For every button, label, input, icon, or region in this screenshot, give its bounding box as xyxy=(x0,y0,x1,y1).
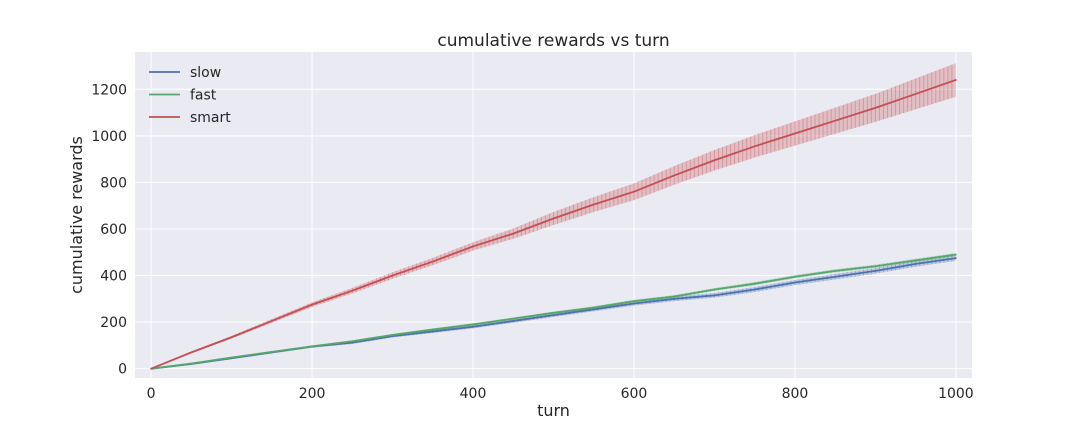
data-point-fast xyxy=(512,317,515,320)
x-tick-labels: 0 200 400 600 800 1000 xyxy=(147,386,974,402)
x-tick-label: 200 xyxy=(299,386,326,402)
y-tick-label: 800 xyxy=(100,175,127,191)
legend-label-smart: smart xyxy=(190,110,231,126)
data-point-smart xyxy=(713,159,716,162)
data-point-slow xyxy=(713,294,716,297)
data-point-fast xyxy=(914,259,917,262)
data-point-slow xyxy=(874,270,877,272)
data-point-fast xyxy=(391,334,394,336)
data-point-smart xyxy=(633,190,635,193)
y-tick-label: 1000 xyxy=(91,129,127,145)
x-tick-label: 1000 xyxy=(938,386,974,402)
data-point-smart xyxy=(955,79,957,81)
legend-label-fast: fast xyxy=(190,88,217,104)
y-axis-label: cumulative rewards xyxy=(67,136,86,294)
data-point-smart xyxy=(794,132,796,135)
data-point-fast xyxy=(190,362,193,365)
y-tick-label: 600 xyxy=(100,222,127,238)
data-point-fast xyxy=(753,282,756,285)
data-point-fast xyxy=(874,265,877,268)
data-point-smart xyxy=(150,367,152,370)
plot-background xyxy=(135,52,972,378)
data-point-fast xyxy=(834,270,836,272)
legend: slow fast smart xyxy=(149,65,231,126)
data-point-slow xyxy=(552,314,555,316)
data-point-smart xyxy=(230,336,233,339)
data-point-slow xyxy=(472,325,474,328)
data-point-fast xyxy=(351,340,354,343)
data-point-fast xyxy=(794,275,796,278)
x-tick-label: 600 xyxy=(621,386,648,402)
y-tick-label: 0 xyxy=(118,362,127,378)
data-point-smart xyxy=(190,351,193,354)
data-point-smart xyxy=(914,93,917,95)
data-point-smart xyxy=(874,107,877,109)
series-lines xyxy=(150,79,957,370)
data-point-slow xyxy=(794,281,796,284)
data-point-fast xyxy=(230,356,233,359)
data-point-fast xyxy=(472,323,474,326)
data-point-slow xyxy=(673,298,676,300)
y-tick-label: 1200 xyxy=(91,82,127,98)
data-point-smart xyxy=(351,289,354,292)
data-point-smart xyxy=(271,320,273,322)
x-tick-label: 400 xyxy=(460,386,487,402)
data-point-fast xyxy=(552,312,555,314)
data-point-fast xyxy=(311,345,313,348)
data-point-fast xyxy=(673,295,676,298)
data-point-slow xyxy=(955,257,957,259)
data-point-smart xyxy=(431,260,434,263)
data-point-smart xyxy=(512,232,515,235)
data-point-smart xyxy=(472,245,474,248)
data-point-fast xyxy=(431,328,434,331)
grid xyxy=(135,52,972,378)
data-point-slow xyxy=(914,263,917,265)
data-point-smart xyxy=(753,145,756,148)
data-point-smart xyxy=(311,303,313,306)
data-point-slow xyxy=(431,330,434,333)
data-point-smart xyxy=(552,217,555,220)
data-point-fast xyxy=(592,306,595,309)
error-band-smart xyxy=(151,63,956,369)
data-point-slow xyxy=(633,302,635,305)
data-point-smart xyxy=(391,274,394,277)
data-point-slow xyxy=(753,288,756,291)
data-point-fast xyxy=(955,253,957,256)
x-tick-label: 800 xyxy=(782,386,809,402)
data-point-slow xyxy=(592,308,595,311)
data-point-slow xyxy=(512,320,515,322)
legend-label-slow: slow xyxy=(190,65,221,81)
x-tick-label: 0 xyxy=(147,386,156,402)
data-point-fast xyxy=(633,300,635,302)
data-point-smart xyxy=(673,174,676,177)
data-point-slow xyxy=(351,341,354,344)
data-point-fast xyxy=(271,351,273,353)
x-axis-label: turn xyxy=(537,401,570,420)
chart-title: cumulative rewards vs turn xyxy=(437,31,669,51)
data-point-fast xyxy=(713,288,716,291)
y-tick-labels: 0 200 400 600 800 1000 1200 xyxy=(91,82,127,377)
data-point-smart xyxy=(592,203,595,206)
y-tick-label: 200 xyxy=(100,315,127,331)
data-point-slow xyxy=(834,275,836,278)
data-point-smart xyxy=(834,119,836,122)
y-tick-label: 400 xyxy=(100,269,127,285)
